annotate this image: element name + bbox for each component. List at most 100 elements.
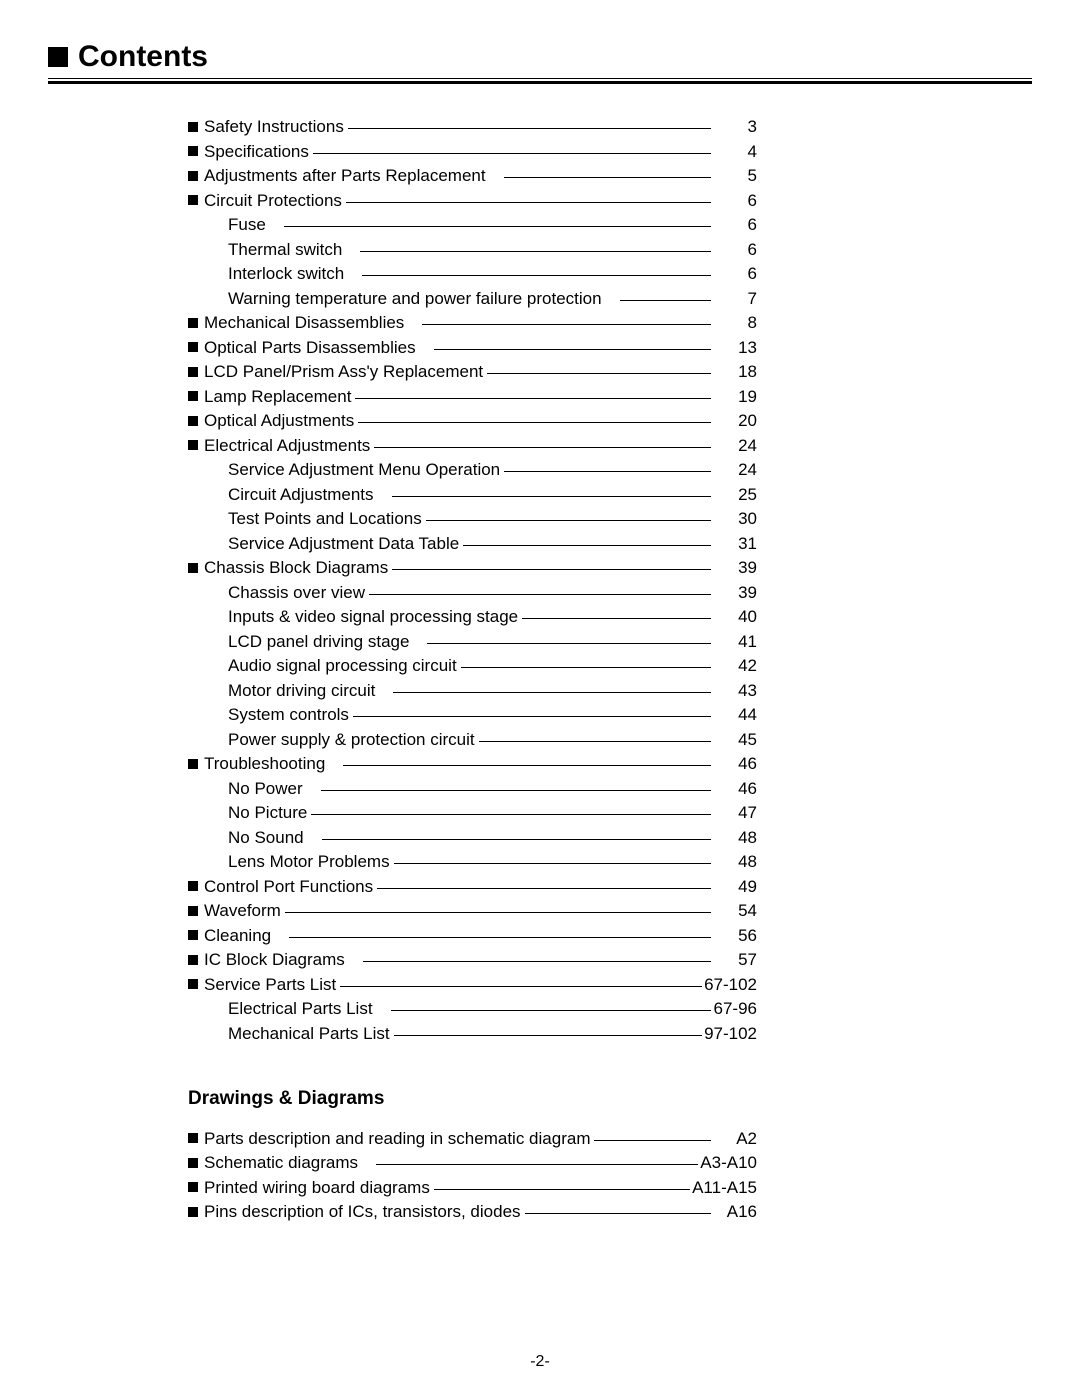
toc-leader [522, 618, 711, 619]
toc-line: Mechanical Parts List 97-102 [188, 1025, 757, 1042]
toc-line: Thermal switch6 [188, 241, 757, 258]
square-bullet-icon [188, 195, 198, 205]
toc-page: 57 [713, 951, 757, 968]
toc-line: Interlock switch 6 [188, 265, 757, 282]
square-bullet-icon [188, 1207, 198, 1217]
toc-page: 5 [713, 167, 757, 184]
toc-line: Waveform54 [188, 902, 757, 919]
square-bullet-icon [188, 318, 198, 328]
toc-page: 24 [713, 437, 757, 454]
toc-leader [348, 128, 711, 129]
toc-leader [391, 1010, 711, 1011]
toc-page: 19 [713, 388, 757, 405]
toc-page: 39 [713, 584, 757, 601]
toc-page: 20 [713, 412, 757, 429]
toc-leader [376, 1164, 698, 1165]
toc-label: Interlock switch [228, 265, 346, 282]
square-bullet-icon [188, 391, 198, 401]
toc-line: Mechanical Disassemblies8 [188, 314, 757, 331]
square-bullet-icon [188, 1182, 198, 1192]
toc-line: Optical Parts Disassemblies13 [188, 339, 757, 356]
toc-line: Chassis Block Diagrams39 [188, 559, 757, 576]
square-bullet-icon [188, 1133, 198, 1143]
toc-label: Chassis over view [228, 584, 367, 601]
toc-line: Chassis over view 39 [188, 584, 757, 601]
toc-leader [392, 569, 711, 570]
toc-leader [394, 1035, 702, 1036]
toc-label: Thermal switch [228, 241, 344, 258]
toc-page: 97-102 [704, 1025, 757, 1042]
square-bullet-icon [188, 955, 198, 965]
toc-label: Cleaning [204, 927, 273, 944]
toc-label: Electrical Adjustments [204, 437, 372, 454]
toc-page: 39 [713, 559, 757, 576]
toc-leader [393, 692, 711, 693]
toc-page: 24 [713, 461, 757, 478]
toc-leader [504, 471, 711, 472]
toc-label: LCD panel driving stage [228, 633, 411, 650]
toc-leader [311, 814, 711, 815]
toc-line: System controls44 [188, 706, 757, 723]
square-bullet-icon [188, 906, 198, 916]
square-bullet-icon [188, 881, 198, 891]
toc-line: Control Port Functions49 [188, 878, 757, 895]
toc-line: Safety Instructions3 [188, 118, 757, 135]
toc-label: Audio signal processing circuit [228, 657, 459, 674]
toc-line: Service Parts List67-102 [188, 976, 757, 993]
toc-leader [289, 937, 711, 938]
toc-label: Safety Instructions [204, 118, 346, 135]
toc-leader [284, 226, 711, 227]
toc-leader [394, 863, 711, 864]
toc-line: Lens Motor Problems48 [188, 853, 757, 870]
toc-line: Inputs & video signal processing stage 40 [188, 608, 757, 625]
toc-label: Warning temperature and power failure pr… [228, 290, 604, 307]
toc-leader [487, 373, 711, 374]
toc-leader [360, 251, 711, 252]
toc-label: Inputs & video signal processing stage [228, 608, 520, 625]
toc-leader [461, 667, 711, 668]
toc-line: Service Adjustment Data Table31 [188, 535, 757, 552]
toc-page: 25 [713, 486, 757, 503]
toc-leader [363, 961, 711, 962]
toc-label: Printed wiring board diagrams [204, 1179, 432, 1196]
toc-page: 30 [713, 510, 757, 527]
toc-leader [479, 741, 711, 742]
toc-line: Optical Adjustments20 [188, 412, 757, 429]
toc-label: Lamp Replacement [204, 388, 353, 405]
toc-leader [355, 398, 711, 399]
toc-leader [594, 1140, 711, 1141]
toc-label: Troubleshooting [204, 755, 327, 772]
square-bullet-icon [188, 416, 198, 426]
toc-label: Mechanical Parts List [228, 1025, 392, 1042]
toc-line: Test Points and Locations30 [188, 510, 757, 527]
toc-label: Adjustments after Parts Replacement [204, 167, 488, 184]
divider-thick [48, 81, 1032, 84]
toc-page: 40 [713, 608, 757, 625]
toc-label: Specifications [204, 143, 311, 160]
toc-line: Troubleshooting46 [188, 755, 757, 772]
toc-label: Service Parts List [204, 976, 338, 993]
toc-line: Electrical Parts List67-96 [188, 1000, 757, 1017]
toc-line: Circuit Adjustments25 [188, 486, 757, 503]
toc-line: Pins description of ICs, transistors, di… [188, 1203, 757, 1220]
square-bullet-icon [188, 563, 198, 573]
toc-page: 44 [713, 706, 757, 723]
toc-page: A11-A15 [692, 1179, 757, 1196]
toc-leader [504, 177, 711, 178]
toc-line: Lamp Replacement 19 [188, 388, 757, 405]
toc-line: Motor driving circuit43 [188, 682, 757, 699]
page-container: Contents Safety Instructions3Specificati… [0, 0, 1080, 1397]
toc-leader [427, 643, 711, 644]
toc-page: 7 [713, 290, 757, 307]
square-bullet-icon [188, 122, 198, 132]
square-bullet-icon [188, 440, 198, 450]
toc-page: 42 [713, 657, 757, 674]
page-number: -2- [0, 1353, 1080, 1371]
toc-page: 6 [713, 265, 757, 282]
toc-line: Power supply & protection circuit45 [188, 731, 757, 748]
divider-thin [48, 78, 1032, 79]
toc-line: LCD Panel/Prism Ass'y Replacement18 [188, 363, 757, 380]
toc-page: A3-A10 [700, 1154, 757, 1171]
toc-leader [353, 716, 711, 717]
toc-label: IC Block Diagrams [204, 951, 347, 968]
